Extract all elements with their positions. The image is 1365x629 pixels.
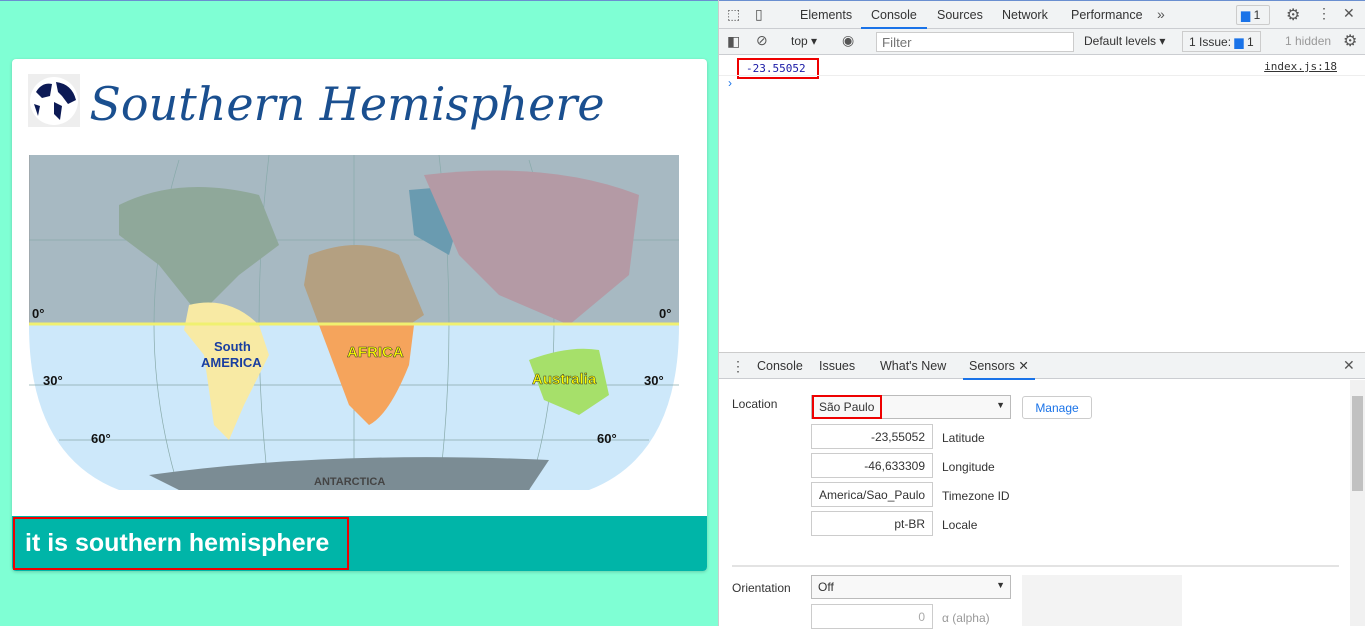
- tab-sources[interactable]: Sources: [937, 8, 983, 22]
- drawer-tab-sensors[interactable]: Sensors ✕: [963, 352, 1035, 380]
- issues-label: 1 Issue:: [1189, 35, 1232, 49]
- device-toolbar-icon[interactable]: ▯: [755, 6, 763, 22]
- log-levels-value: Default levels: [1084, 34, 1157, 48]
- more-tabs-icon[interactable]: »: [1157, 6, 1165, 22]
- south-america-label-2: AMERICA: [201, 355, 262, 370]
- issues-count: 1: [1246, 35, 1254, 49]
- log-levels-dropdown[interactable]: Default levels ▾: [1084, 34, 1166, 48]
- drawer-menu-icon[interactable]: ⋮: [731, 358, 745, 374]
- locale-label: Locale: [942, 518, 978, 532]
- page-title: Southern Hemisphere: [89, 77, 605, 131]
- latitude-label: Latitude: [942, 431, 985, 445]
- orientation-preview: [1022, 575, 1182, 626]
- context-value: top: [791, 34, 808, 48]
- clear-console-icon[interactable]: ⊘: [756, 32, 768, 48]
- alpha-input[interactable]: 0: [811, 604, 933, 629]
- equator-label-right: 0°: [659, 306, 671, 321]
- orientation-value: Off: [818, 580, 834, 594]
- context-selector[interactable]: top ▾: [791, 34, 818, 48]
- sensors-tab-label: Sensors: [969, 359, 1015, 373]
- tab-elements[interactable]: Elements: [800, 8, 853, 22]
- issues-badge-count: 1: [1253, 8, 1261, 22]
- scrollbar-thumb[interactable]: [1352, 396, 1363, 491]
- live-expression-eye-icon[interactable]: ◉: [842, 32, 855, 48]
- settings-gear-icon[interactable]: ⚙: [1286, 7, 1301, 24]
- more-options-icon[interactable]: ⋮: [1317, 5, 1331, 21]
- world-map: 0° 0° 30° 30° 60° 60° South AMERICA AFRI…: [29, 155, 679, 490]
- alpha-label: α (alpha): [942, 611, 990, 625]
- orientation-select[interactable]: Off ▼: [811, 575, 1011, 599]
- equator-label-left: 0°: [32, 306, 44, 321]
- console-source-link[interactable]: index.js:18: [1264, 60, 1337, 73]
- result-text: it is southern hemisphere: [13, 517, 349, 570]
- result-bar: it is southern hemisphere: [12, 516, 707, 571]
- chevron-down-icon: ▼: [996, 400, 1005, 410]
- lat30-label-right: 30°: [644, 373, 664, 388]
- issues-button[interactable]: 1 Issue: ▆ 1: [1182, 31, 1261, 52]
- south-america-label-1: South: [214, 339, 251, 354]
- issues-badge-button[interactable]: ▆ 1: [1236, 5, 1270, 25]
- antarctica-label: ANTARCTICA: [314, 476, 385, 488]
- message-icon: ▆: [1234, 35, 1244, 49]
- message-icon: ▆: [1241, 8, 1251, 22]
- console-toolbar: ◧ ⊘ top ▾ ◉ Default levels ▾ 1 Issue: ▆ …: [719, 29, 1365, 55]
- close-devtools-icon[interactable]: ✕: [1343, 5, 1355, 21]
- devtools-panel: ⬚ ▯ Elements Console Sources Network Per…: [718, 0, 1365, 629]
- close-drawer-icon[interactable]: ✕: [1343, 357, 1355, 373]
- tab-network[interactable]: Network: [1002, 8, 1048, 22]
- web-page: Southern Hemisphere 0° 0° 30° 30°: [0, 0, 718, 626]
- drawer-tab-whats-new[interactable]: What's New: [880, 359, 947, 373]
- drawer-tabbar: ⋮ Console Issues What's New Sensors ✕ ✕: [719, 352, 1365, 380]
- chevron-down-icon: ▼: [996, 580, 1005, 590]
- filter-input[interactable]: [876, 32, 1074, 52]
- orientation-label: Orientation: [732, 581, 791, 595]
- longitude-label: Longitude: [942, 460, 995, 474]
- console-prompt-icon[interactable]: ›: [728, 76, 732, 90]
- scrollbar[interactable]: [1350, 380, 1365, 626]
- lat60-label-left: 60°: [91, 431, 111, 446]
- latitude-input[interactable]: -23,55052: [811, 424, 933, 449]
- manage-button[interactable]: Manage: [1022, 396, 1092, 419]
- timezone-input[interactable]: America/Sao_Paulo: [811, 482, 933, 507]
- drawer-tab-console[interactable]: Console: [757, 359, 803, 373]
- lat30-label-left: 30°: [43, 373, 63, 388]
- australia-label: Australia: [532, 371, 597, 388]
- tab-console[interactable]: Console: [861, 1, 927, 29]
- location-label: Location: [732, 397, 778, 411]
- tab-performance[interactable]: Performance: [1071, 8, 1143, 22]
- timezone-label: Timezone ID: [942, 489, 1010, 503]
- sidebar-toggle-icon[interactable]: ◧: [727, 33, 741, 49]
- lat60-label-right: 60°: [597, 431, 617, 446]
- globe-logo-icon: [28, 74, 80, 127]
- console-settings-gear-icon[interactable]: ⚙: [1343, 33, 1358, 50]
- section-divider: [732, 565, 1339, 567]
- hemisphere-card: Southern Hemisphere 0° 0° 30° 30°: [12, 59, 707, 571]
- location-value: São Paulo: [812, 395, 882, 419]
- drawer-tab-issues[interactable]: Issues: [819, 359, 856, 373]
- location-select[interactable]: São Paulo ▼: [811, 395, 1011, 419]
- inspect-element-icon[interactable]: ⬚: [727, 6, 741, 22]
- console-message: -23.55052: [737, 58, 819, 79]
- devtools-main-toolbar: ⬚ ▯ Elements Console Sources Network Per…: [719, 0, 1365, 29]
- close-tab-icon[interactable]: ✕: [1018, 359, 1029, 373]
- hidden-count: 1 hidden: [1285, 34, 1332, 48]
- longitude-input[interactable]: -46,633309: [811, 453, 933, 478]
- africa-label: AFRICA: [347, 344, 404, 361]
- locale-input[interactable]: pt-BR: [811, 511, 933, 536]
